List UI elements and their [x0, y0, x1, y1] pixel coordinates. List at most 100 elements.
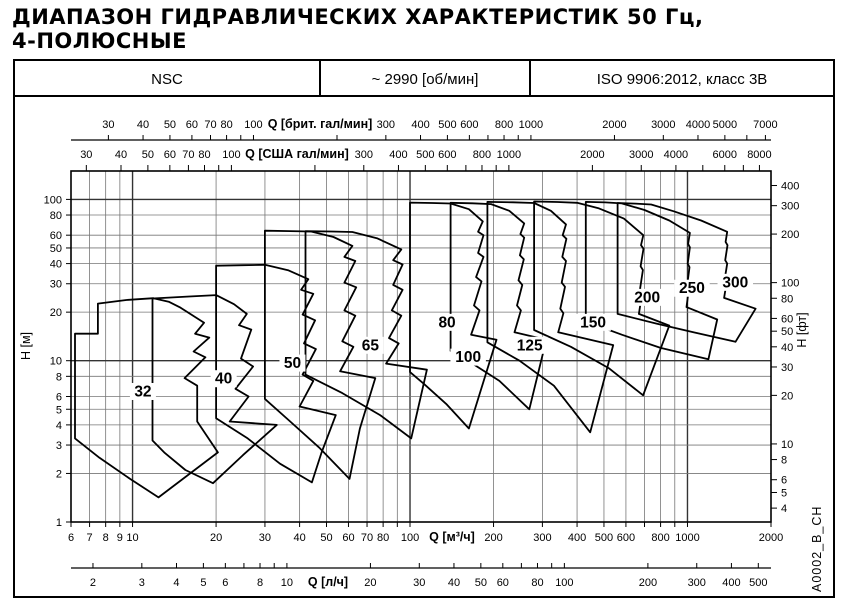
- tick-label-ls-300: 300: [688, 577, 706, 589]
- region-label-40: 40: [215, 371, 232, 388]
- region-label-box-125: [511, 336, 548, 354]
- tick-label-m3h-500: 500: [595, 532, 613, 544]
- pump-size-regions: [74, 200, 757, 499]
- header-speed: ~ 2990 [об/мин]: [372, 71, 479, 88]
- region-label-150: 150: [580, 314, 606, 331]
- tick-label-usa-300: 300: [355, 149, 373, 161]
- tick-label-usa-3000: 3000: [629, 149, 653, 161]
- tick-label-usa-6000: 6000: [713, 149, 737, 161]
- region-65: [263, 229, 377, 480]
- tick-label-usa-1000: 1000: [497, 149, 521, 161]
- tick-label-ls-100: 100: [555, 577, 573, 589]
- outer-frame: [13, 59, 835, 598]
- tick-label-ls-6: 6: [222, 577, 228, 589]
- region-200: [533, 200, 671, 397]
- tick-label-usa-400: 400: [389, 149, 407, 161]
- region-label-200: 200: [634, 289, 660, 306]
- region-label-box-200: [629, 288, 665, 306]
- tick-label-hm-2: 2: [56, 468, 62, 480]
- tick-label-imp-400: 400: [411, 119, 429, 131]
- tick-label-m3h-10: 10: [126, 532, 138, 544]
- region-label-box-300: [717, 273, 754, 291]
- tick-label-usa-2000: 2000: [580, 149, 604, 161]
- tick-label-usa-60: 60: [164, 149, 176, 161]
- tick-label-m3h-200: 200: [484, 532, 502, 544]
- header-series: NSC: [151, 71, 183, 88]
- tick-label-m3h-9: 9: [117, 532, 123, 544]
- tick-label-m3h-80: 80: [377, 532, 389, 544]
- tick-label-hft-4: 4: [781, 503, 787, 515]
- region-label-box-32: [129, 382, 156, 400]
- tick-label-imp-4000: 4000: [686, 119, 710, 131]
- region-label-100: 100: [455, 349, 481, 366]
- tick-label-imp-30: 30: [102, 119, 114, 131]
- tick-label-imp-100: 100: [244, 119, 262, 131]
- tick-label-hm-4: 4: [56, 420, 62, 432]
- tick-label-hft-100: 100: [781, 278, 799, 290]
- tick-label-hft-6: 6: [781, 475, 787, 487]
- tick-label-ls-10: 10: [281, 577, 293, 589]
- region-80: [304, 230, 428, 440]
- tick-label-imp-2000: 2000: [602, 119, 626, 131]
- tick-label-usa-50: 50: [142, 149, 154, 161]
- tick-label-ls-200: 200: [639, 577, 657, 589]
- tick-label-m3h-20: 20: [210, 532, 222, 544]
- tick-label-usa-70: 70: [182, 149, 194, 161]
- tick-label-hft-400: 400: [781, 181, 799, 193]
- tick-label-hm-8: 8: [56, 371, 62, 383]
- tick-label-m3h-2000: 2000: [759, 532, 783, 544]
- tick-label-m3h-60: 60: [342, 532, 354, 544]
- tick-label-imp-500: 500: [438, 119, 456, 131]
- y-axis-title-ft: H [фт]: [795, 312, 809, 347]
- tick-label-usa-8000: 8000: [747, 149, 771, 161]
- tick-label-m3h-70: 70: [361, 532, 373, 544]
- region-150: [486, 200, 615, 434]
- tick-label-hft-5: 5: [781, 487, 787, 499]
- tick-label-hm-80: 80: [50, 210, 62, 222]
- tick-label-hm-10: 10: [50, 356, 62, 368]
- tick-label-usa-600: 600: [438, 149, 456, 161]
- tick-label-hm-6: 6: [56, 391, 62, 403]
- tick-label-m3h-50: 50: [320, 532, 332, 544]
- tick-label-m3h-30: 30: [259, 532, 271, 544]
- region-label-125: 125: [517, 337, 543, 354]
- tick-label-hm-20: 20: [50, 307, 62, 319]
- pump-size-labels: 32 40 50 65 80 100 125 150 200 250 300: [129, 273, 754, 400]
- page-title-line2: 4-ПОЛЮСНЫЕ: [12, 29, 187, 53]
- tick-label-hft-50: 50: [781, 326, 793, 338]
- tick-label-hm-3: 3: [56, 440, 62, 452]
- region-label-50: 50: [284, 355, 301, 372]
- tick-label-imp-600: 600: [460, 119, 478, 131]
- tick-label-imp-5000: 5000: [713, 119, 737, 131]
- tick-label-hft-60: 60: [781, 313, 793, 325]
- tick-label-imp-70: 70: [204, 119, 216, 131]
- tick-label-m3h-400: 400: [568, 532, 586, 544]
- tick-label-hm-1: 1: [56, 517, 62, 529]
- axis-title-ls: Q [л/ч]: [308, 575, 348, 589]
- tick-label-ls-30: 30: [413, 577, 425, 589]
- region-label-box-100: [450, 348, 486, 366]
- region-50: [215, 263, 337, 484]
- page-title-line1: ДИАПАЗОН ГИДРАВЛИЧЕСКИХ ХАРАКТЕРИСТИК 50…: [12, 5, 703, 29]
- region-label-box-50: [279, 354, 306, 372]
- tick-label-ls-20: 20: [364, 577, 376, 589]
- axis-title-m3h: Q [м³/ч]: [429, 530, 475, 544]
- y-axis-title-m: H [м]: [19, 332, 33, 360]
- tick-label-ls-50: 50: [475, 577, 487, 589]
- region-label-32: 32: [134, 383, 151, 400]
- tick-label-ls-8: 8: [257, 577, 263, 589]
- tick-label-imp-80: 80: [220, 119, 232, 131]
- tick-label-hm-5: 5: [56, 404, 62, 416]
- tick-label-usa-800: 800: [473, 149, 491, 161]
- tick-label-hft-80: 80: [781, 293, 793, 305]
- tick-label-imp-60: 60: [186, 119, 198, 131]
- header-standard: ISO 9906:2012, класс 3В: [597, 71, 768, 88]
- tick-label-hm-30: 30: [50, 279, 62, 291]
- tick-label-usa-30: 30: [80, 149, 92, 161]
- tick-label-usa-4000: 4000: [664, 149, 688, 161]
- tick-label-m3h-600: 600: [617, 532, 635, 544]
- region-125: [449, 201, 548, 411]
- tick-label-hft-10: 10: [781, 439, 793, 451]
- axes: 30 40 50 60 70 80 100 300 400 500 600 800 1000 2000 30…: [44, 117, 800, 589]
